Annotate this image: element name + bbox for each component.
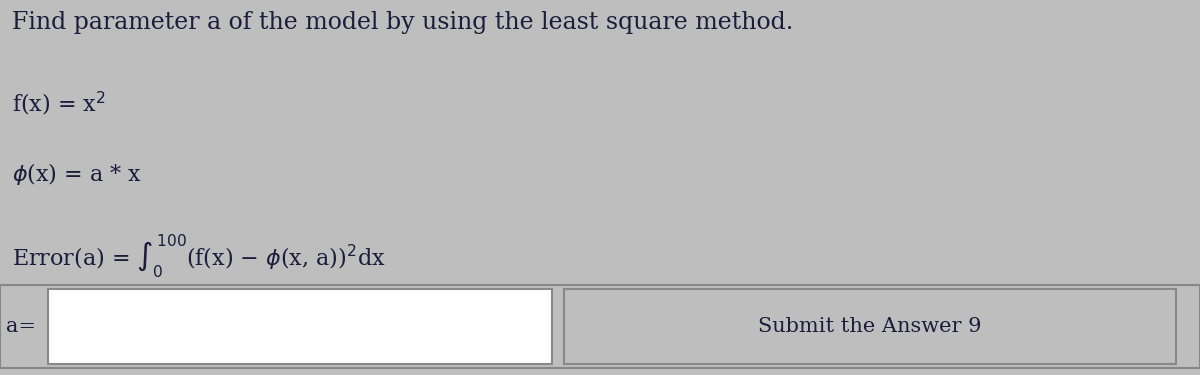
- Text: Submit the Answer 9: Submit the Answer 9: [758, 317, 982, 336]
- Text: a=: a=: [6, 317, 36, 336]
- FancyBboxPatch shape: [48, 289, 552, 364]
- Text: f(x) = x$^2$: f(x) = x$^2$: [12, 90, 106, 118]
- Text: $\phi$(x) = a * x: $\phi$(x) = a * x: [12, 161, 142, 187]
- Text: Error(a) = $\int_0^{100}$(f(x) $-$ $\phi$(x, a))$^2$dx: Error(a) = $\int_0^{100}$(f(x) $-$ $\phi…: [12, 232, 385, 280]
- FancyBboxPatch shape: [564, 289, 1176, 364]
- Text: Find parameter a of the model by using the least square method.: Find parameter a of the model by using t…: [12, 11, 793, 34]
- FancyBboxPatch shape: [0, 285, 1200, 368]
